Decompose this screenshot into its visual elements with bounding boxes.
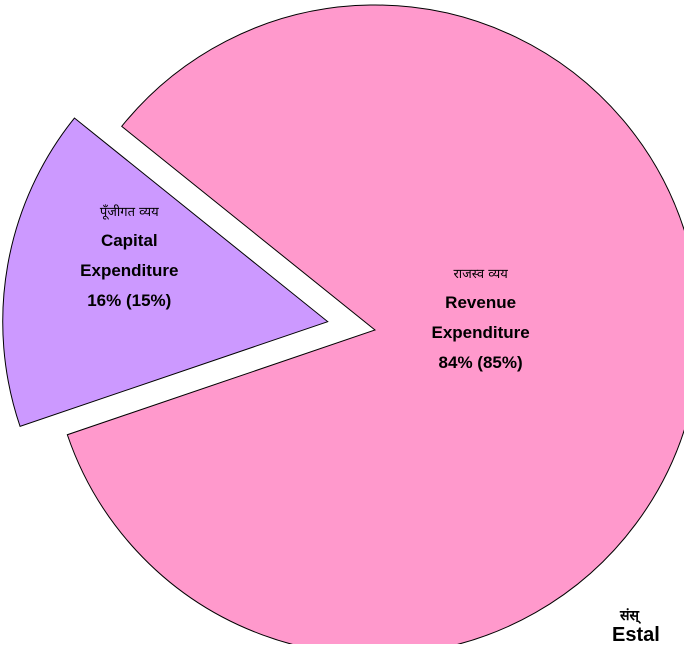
annotation: Estal xyxy=(612,624,660,646)
slice-label: पूँजीगत व्यय Capital Expenditure 16% (15%) xyxy=(54,202,204,316)
annotation: संस् xyxy=(620,608,639,624)
category-label: Capital Expenditure xyxy=(80,230,179,280)
pie-slice xyxy=(66,4,684,644)
slice-label: राजस्व व्यय Revenue Expenditure 84% (85%) xyxy=(406,264,556,378)
pie-slice xyxy=(2,117,329,428)
category-label: Revenue Expenditure xyxy=(431,292,530,342)
value-label: 16% (15%) xyxy=(87,290,172,310)
value-label: 84% (85%) xyxy=(438,352,523,372)
local-label: पूँजीगत व्यय xyxy=(99,204,159,220)
local-label: राजस्व व्यय xyxy=(453,266,508,282)
